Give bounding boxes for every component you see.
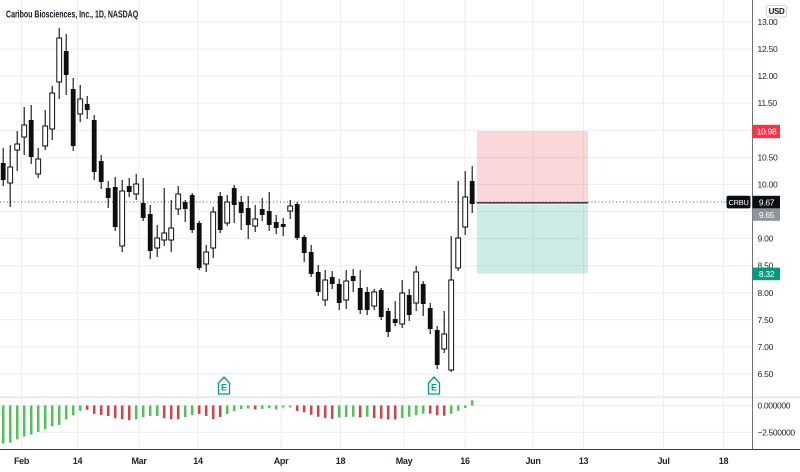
svg-text:8.32: 8.32	[759, 269, 775, 279]
svg-text:6.50: 6.50	[758, 369, 774, 379]
svg-text:9.65: 9.65	[759, 210, 775, 220]
svg-text:18: 18	[336, 456, 346, 466]
svg-text:7.00: 7.00	[758, 342, 774, 352]
svg-text:8.50: 8.50	[758, 261, 774, 271]
svg-text:13.00: 13.00	[758, 17, 779, 27]
svg-text:E: E	[221, 383, 227, 393]
svg-text:−2.500000: −2.500000	[758, 427, 796, 437]
svg-text:Jul: Jul	[657, 456, 669, 466]
svg-text:12.50: 12.50	[758, 44, 779, 54]
svg-text:E: E	[431, 383, 437, 393]
svg-text:14: 14	[73, 456, 83, 466]
svg-text:10.50: 10.50	[758, 152, 779, 162]
svg-text:16: 16	[460, 456, 470, 466]
svg-text:Feb: Feb	[14, 456, 30, 466]
svg-text:10.00: 10.00	[758, 179, 779, 189]
svg-text:Caribou Biosciences, Inc., 1D,: Caribou Biosciences, Inc., 1D, NASDAQ	[6, 8, 138, 20]
svg-text:14: 14	[193, 456, 203, 466]
svg-text:18: 18	[719, 456, 729, 466]
svg-text:10.98: 10.98	[757, 127, 777, 137]
svg-text:CRBU: CRBU	[728, 198, 748, 207]
svg-text:Mar: Mar	[131, 456, 147, 466]
svg-text:Jun: Jun	[525, 456, 540, 466]
svg-text:9.67: 9.67	[759, 197, 775, 207]
svg-text:11.50: 11.50	[758, 98, 778, 108]
svg-text:May: May	[396, 456, 413, 466]
svg-text:0.000000: 0.000000	[758, 401, 791, 411]
svg-text:13: 13	[579, 456, 589, 466]
svg-text:12.00: 12.00	[758, 71, 779, 81]
svg-text:9.00: 9.00	[758, 234, 774, 244]
svg-text:8.00: 8.00	[758, 288, 774, 298]
svg-text:7.50: 7.50	[758, 315, 774, 325]
svg-text:Apr: Apr	[274, 456, 289, 466]
svg-text:USD: USD	[769, 7, 785, 16]
